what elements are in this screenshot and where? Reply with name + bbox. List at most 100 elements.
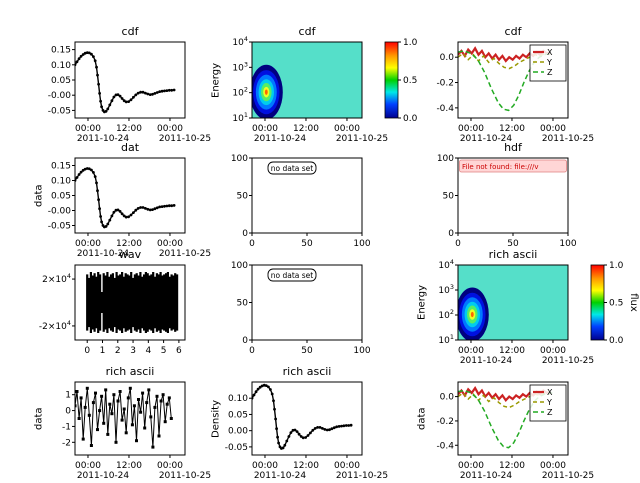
plot-title: cdf <box>121 25 139 38</box>
tick-label: -0.2 <box>436 417 454 427</box>
legend-label: Z <box>547 68 553 77</box>
spectrogram-blob <box>458 287 489 340</box>
tick-label: 0 <box>65 407 71 417</box>
tick-label: 12:00 <box>499 346 525 356</box>
tick-label: 2011-10-24 <box>460 134 513 144</box>
tick-label: 102 <box>232 86 248 99</box>
tick-label: -1 <box>62 422 71 432</box>
tick-label: -2 <box>62 438 71 448</box>
tick-label: 12:00 <box>293 461 319 471</box>
tick-label: 0 <box>249 346 255 356</box>
plot-canvas[interactable]: 0 50 100 100 50 0 no data set <box>222 259 437 368</box>
plot-cdf-spectrogram: cdf Energy 00:00 2011-10-24 12:00 00:00 2011… <box>211 25 418 144</box>
tick-label: 1.0 <box>609 261 624 271</box>
tick-label: 0.15 <box>51 46 71 56</box>
series-cdf <box>75 51 175 113</box>
plot-hdf-error: hdf 0 50 100 100 50 0 File not found: file:///… <box>437 141 577 249</box>
tick-label: 0.15 <box>51 162 71 172</box>
series-group <box>252 383 353 450</box>
plot-canvas[interactable]: 0 1 2 3 4 5 62×104-2×104 <box>39 259 260 368</box>
tick-label: 2011-10-24 <box>254 134 307 144</box>
tick-label: 100 <box>231 154 248 164</box>
tick-label: 0.10 <box>51 177 71 187</box>
tick-label: 102 <box>438 308 454 321</box>
tick-label: 1.0 <box>403 38 418 48</box>
no-data-badge-text: no data set <box>271 271 314 280</box>
tick-label: 0.05 <box>228 410 248 420</box>
tick-label: 50 <box>237 299 249 309</box>
colorbar <box>590 264 605 341</box>
tick-label: 0.05 <box>51 192 71 202</box>
no-data-badge-text: no data set <box>271 164 314 173</box>
tick-label: 100 <box>231 261 248 271</box>
tick-label: 4 <box>145 346 151 356</box>
plot-richascii-density: rich ascii Density 00:00 2011-10-24 12:00 0… <box>211 365 389 481</box>
tick-label: 0 <box>455 239 461 249</box>
tick-label: 00:00 <box>75 124 101 134</box>
plot-canvas[interactable]: 0 50 100 100 50 0 no data set <box>222 152 437 261</box>
tick-label: 00:00 <box>458 124 484 134</box>
tick-label: 0.10 <box>51 61 71 71</box>
error-banner <box>459 159 567 173</box>
axes-box <box>251 381 363 456</box>
plot-canvas[interactable]: 0 50 100 100 50 0 File not found: file:///v <box>428 152 640 261</box>
plot-empty-1: 0 50 100 100 50 0 no data set <box>231 154 371 249</box>
tick-label: 50 <box>301 346 313 356</box>
tick-label: 00:00 <box>458 461 484 471</box>
spectrogram-blob <box>252 64 283 118</box>
axes-box <box>457 381 569 456</box>
tick-label: 12:00 <box>116 124 142 134</box>
tick-label: 2011-10-25 <box>159 134 211 144</box>
series-rich ascii <box>75 388 172 448</box>
plot-title: dat <box>120 141 140 154</box>
plot-cdf-vector-xyz: cdf 00:00 2011-10-24 12:00 00:00 2011-10-25 0… <box>436 25 594 144</box>
plot-title: wav <box>118 248 142 261</box>
tick-label: 0 <box>84 346 90 356</box>
legend-label: X <box>547 48 553 57</box>
plot-title: cdf <box>298 25 316 38</box>
plot-richascii-scatterline: rich ascii data 00:00 2011-10-24 12:00 00:0… <box>34 365 212 481</box>
tick-label: 2011-10-24 <box>77 471 130 481</box>
tick-label: 103 <box>438 283 454 296</box>
tick-label: 12:00 <box>499 124 525 134</box>
tick-label: 2011-10-24 <box>77 134 130 144</box>
tick-label: 100 <box>353 239 370 249</box>
tick-label: 1 <box>65 391 71 401</box>
tick-label: 0 <box>448 229 454 239</box>
tick-label: 2011-10-25 <box>159 249 211 259</box>
tick-label: 00:00 <box>157 124 183 134</box>
plot-richascii-spectrogram: rich ascii Energy 00:00 2011-10-24 12:00 00… <box>417 248 640 366</box>
series-density <box>252 384 352 450</box>
series-group <box>75 386 173 449</box>
waveform-trace <box>86 272 179 333</box>
series-group <box>75 51 176 114</box>
plot-cdf-line: cdf 00:00 2011-10-24 12:00 00:00 2011-10-25 0… <box>48 25 211 144</box>
tick-label: 2011-10-25 <box>336 134 388 144</box>
tick-label: 00:00 <box>334 461 360 471</box>
tick-label: 00:00 <box>252 124 278 134</box>
tick-label: 2011-10-24 <box>254 471 307 481</box>
tick-label: -0.4 <box>436 441 454 451</box>
plot-title: rich ascii <box>105 365 155 378</box>
tick-label: 00:00 <box>157 239 183 249</box>
tick-label: 00:00 <box>75 239 101 249</box>
tick-label: 00:00 <box>75 461 101 471</box>
tick-label: 12:00 <box>116 239 142 249</box>
plot-empty-2: 0 50 100 100 50 0 no data set <box>231 261 371 356</box>
tick-label: 0 <box>249 239 255 249</box>
tick-label: 0.0 <box>440 53 455 63</box>
tick-label: 103 <box>232 60 248 73</box>
axes-box <box>457 264 569 341</box>
tick-label: 2011-10-24 <box>460 471 513 481</box>
tick-label: 100 <box>559 239 576 249</box>
no-data-badge <box>267 268 317 282</box>
